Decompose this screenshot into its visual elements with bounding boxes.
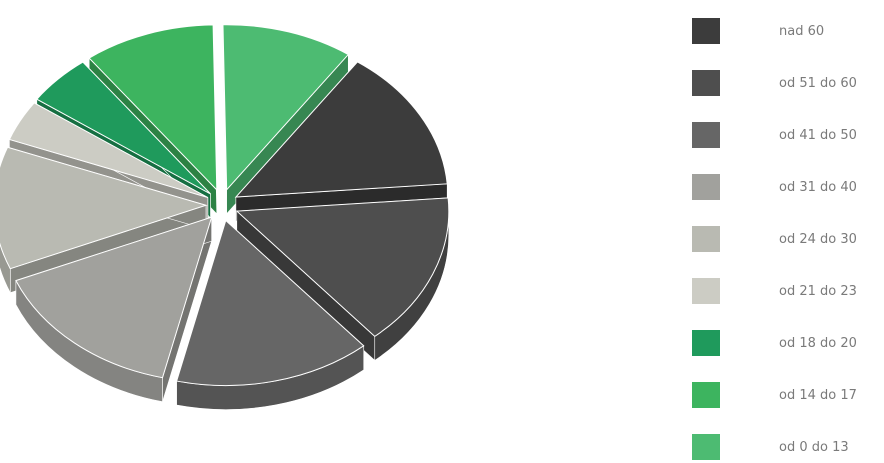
pie-slice: [15, 216, 213, 403]
legend-swatch: [692, 434, 720, 460]
legend-item: od 21 do 23: [692, 278, 884, 304]
legend-label: od 18 do 20: [779, 335, 857, 351]
pie-slice: [0, 146, 208, 294]
legend-label: od 31 do 40: [779, 179, 857, 195]
legend-swatch: [692, 278, 720, 304]
legend-label: od 24 do 30: [779, 231, 857, 247]
legend-item: od 24 do 30: [692, 226, 884, 252]
legend-label: od 51 do 60: [779, 75, 857, 91]
pie-chart: [0, 24, 450, 410]
legend-label: od 21 do 23: [779, 283, 857, 299]
legend-swatch: [692, 382, 720, 408]
legend-item: od 18 do 20: [692, 330, 884, 356]
legend-swatch: [692, 70, 720, 96]
legend-label: nad 60: [779, 23, 825, 39]
legend-swatch: [692, 122, 720, 148]
legend-item: od 14 do 17: [692, 382, 884, 408]
legend-item: od 31 do 40: [692, 174, 884, 200]
legend-swatch: [692, 226, 720, 252]
legend-item: od 0 do 13: [692, 434, 884, 460]
legend-swatch: [692, 330, 720, 356]
legend-item: od 41 do 50: [692, 122, 884, 148]
legend-label: od 14 do 17: [779, 387, 857, 403]
pie-slice: [175, 219, 365, 410]
legend-swatch: [692, 18, 720, 44]
legend-label: od 0 do 13: [779, 439, 849, 455]
legend-swatch: [692, 174, 720, 200]
legend-item: nad 60: [692, 18, 884, 44]
legend-item: od 51 do 60: [692, 70, 884, 96]
pie-slice: [235, 197, 450, 362]
legend-label: od 41 do 50: [779, 127, 857, 143]
